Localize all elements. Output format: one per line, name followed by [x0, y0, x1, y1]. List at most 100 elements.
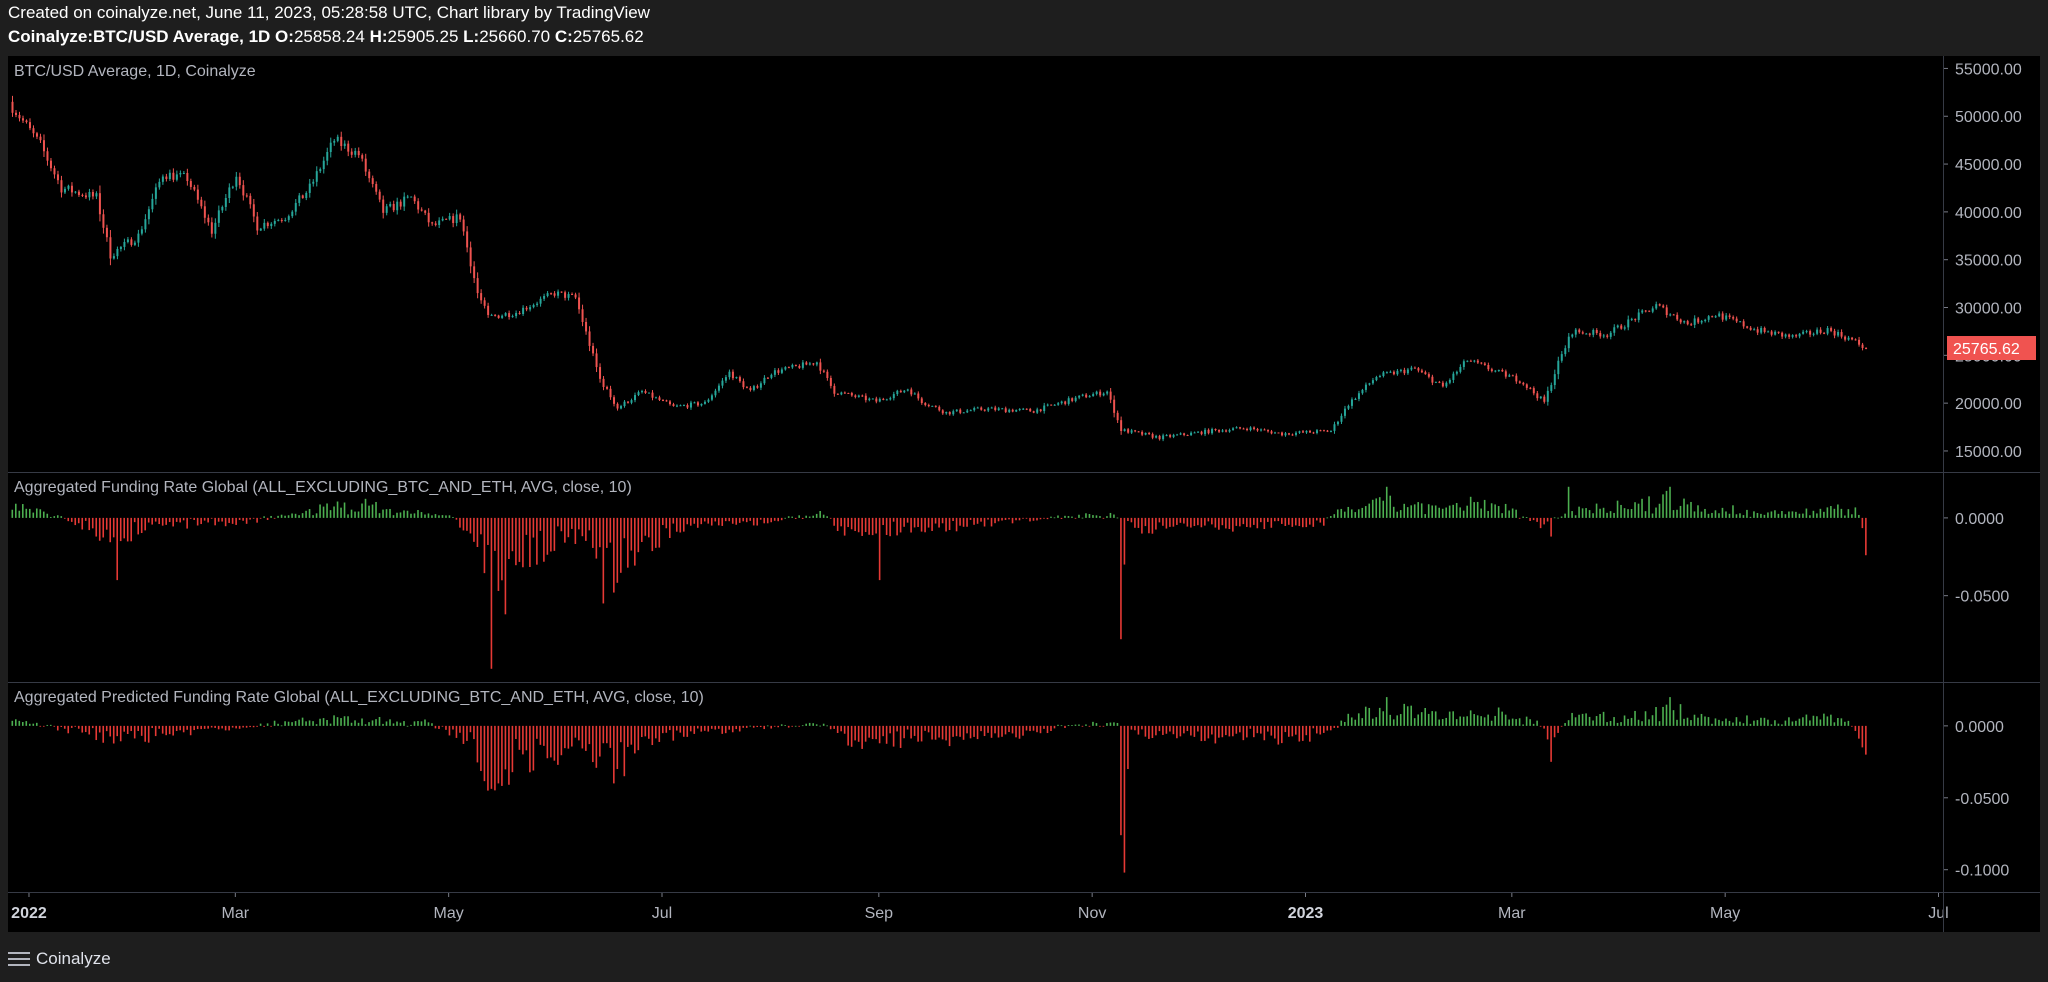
chart-area[interactable]: 55000.00 50000.00 45000.00 40000.00 35000.00… [8, 56, 2040, 932]
funding-rate-bar [11, 509, 14, 518]
candle-body [1532, 388, 1535, 394]
candle-body [1249, 427, 1252, 431]
predicted-funding-rate-bar [1655, 707, 1657, 726]
predicted-funding-rate-bar [1375, 717, 1378, 726]
funding-rate-bar [1602, 507, 1605, 518]
candle-body [945, 412, 948, 414]
funding-rate-bar [822, 514, 825, 518]
funding-rate-bar [1546, 517, 1549, 522]
brand-label[interactable]: Coinalyze [36, 949, 111, 968]
funding-rate-bar [1361, 507, 1364, 518]
candle-body [1718, 313, 1721, 317]
funding-rate-bar [1665, 490, 1668, 518]
predicted-funding-rate-bar [623, 725, 626, 777]
candle-body [1711, 316, 1714, 318]
funding-rate-bar [1861, 517, 1864, 529]
funding-rate-bar [868, 517, 870, 535]
predicted-funding-rate-bar [878, 725, 881, 744]
predicted-funding-rate-bar [336, 717, 339, 726]
price-pane[interactable]: 55000.0050000.0045000.0040000.0035000.00… [11, 61, 2036, 461]
predicted-funding-rate-bar [32, 723, 35, 726]
funding-rate-bar [1176, 517, 1178, 525]
candle-body [438, 220, 441, 226]
funding-rate-bar [452, 517, 454, 518]
funding-rate-bar [892, 517, 895, 522]
funding-rate-bar [1459, 507, 1461, 518]
funding-rate-bar [67, 517, 70, 522]
candle-body [1113, 399, 1116, 413]
candle-body [980, 407, 983, 410]
predicted-funding-rate-bar [1480, 716, 1482, 726]
funding-rate-bar [312, 515, 314, 518]
candle-body [151, 198, 154, 210]
candle-body [763, 377, 766, 384]
candle-body [266, 222, 269, 227]
predicted-funding-rate-bar [724, 725, 727, 734]
funding-rate-bar [200, 517, 202, 525]
predicted-funding-rate-bar [710, 725, 713, 729]
chart-footer: Coinalyze [8, 944, 111, 974]
predicted-funding-rate-bar [1319, 725, 1322, 735]
funding-rate-bar [1179, 517, 1182, 523]
funding-rate-bar [291, 513, 293, 518]
candle-body [1322, 430, 1325, 432]
funding-rate-bar [245, 517, 248, 524]
funding-rate-bar [1847, 509, 1850, 518]
low-value: 25660.70 [479, 27, 551, 46]
funding-rate-bar [417, 510, 419, 518]
chart-svg[interactable]: 55000.0050000.0045000.0040000.0035000.00… [8, 56, 2040, 932]
candle-body [567, 294, 570, 298]
candle-body [1134, 430, 1137, 432]
predicted-funding-rate-bar [137, 725, 139, 732]
funding-rate-bar [1148, 517, 1150, 534]
candle-body [962, 412, 965, 414]
funding-rate-bar [144, 517, 146, 531]
candle-body [557, 291, 560, 296]
predicted-funding-rate-bar [749, 725, 752, 727]
price-axis-label: 40000.00 [1955, 205, 2022, 222]
candle-body [1172, 434, 1175, 437]
candle-body [1837, 332, 1840, 336]
candle-body [207, 217, 210, 223]
predicted-funding-rate-bar [49, 724, 52, 726]
candle-body [1490, 369, 1493, 372]
predicted-funding-rate-bar [1315, 725, 1318, 734]
predicted-funding-rate-bar [1483, 717, 1486, 726]
hamburger-menu-icon[interactable] [8, 951, 30, 967]
time-axis[interactable]: 2022 Mar May Jul Sep Nov 2023 Mar May Jul [11, 892, 1949, 922]
predicted-funding-rate-bar [1791, 721, 1794, 726]
candle-body [1623, 327, 1626, 329]
candle-body [1739, 321, 1742, 323]
funding-rate-bar [1043, 517, 1045, 519]
predicted-funding-rate-bar [1679, 704, 1682, 726]
candle-body [648, 392, 651, 394]
funding-rate-bar [805, 515, 807, 518]
candle-body [654, 397, 657, 399]
candle-body [28, 122, 31, 129]
funding-rate-bar [123, 517, 126, 539]
predicted-funding-rate-bar [1088, 725, 1091, 727]
funding-rate-bar [1802, 513, 1804, 518]
funding-rate-bar [1172, 517, 1175, 527]
funding-rate-bar [74, 517, 77, 526]
predicted-funding-rate-bar [448, 725, 451, 736]
funding-rate-bar [14, 503, 17, 518]
time-axis-label: Jul [1928, 905, 1948, 922]
predicted-funding-rate-bar [1739, 721, 1741, 726]
funding-rate-bar [840, 517, 842, 527]
predicted-funding-rate-bar [1529, 719, 1531, 726]
funding-rate-bar [1553, 517, 1556, 519]
funding-rate-bar [1483, 499, 1486, 518]
candle-body [161, 176, 164, 182]
predicted-funding-rate-bar [1760, 717, 1762, 726]
predicted-funding-rate-bar [441, 725, 444, 727]
funding-rate-bar [987, 517, 989, 520]
candle-body [1466, 360, 1469, 362]
predicted-funding-rate-bar [1022, 725, 1024, 736]
predicted-funding-rate-bar [1207, 725, 1210, 739]
predicted-funding-rate-bar [1546, 725, 1549, 740]
candle-body [354, 150, 357, 155]
candle-body [361, 155, 364, 159]
